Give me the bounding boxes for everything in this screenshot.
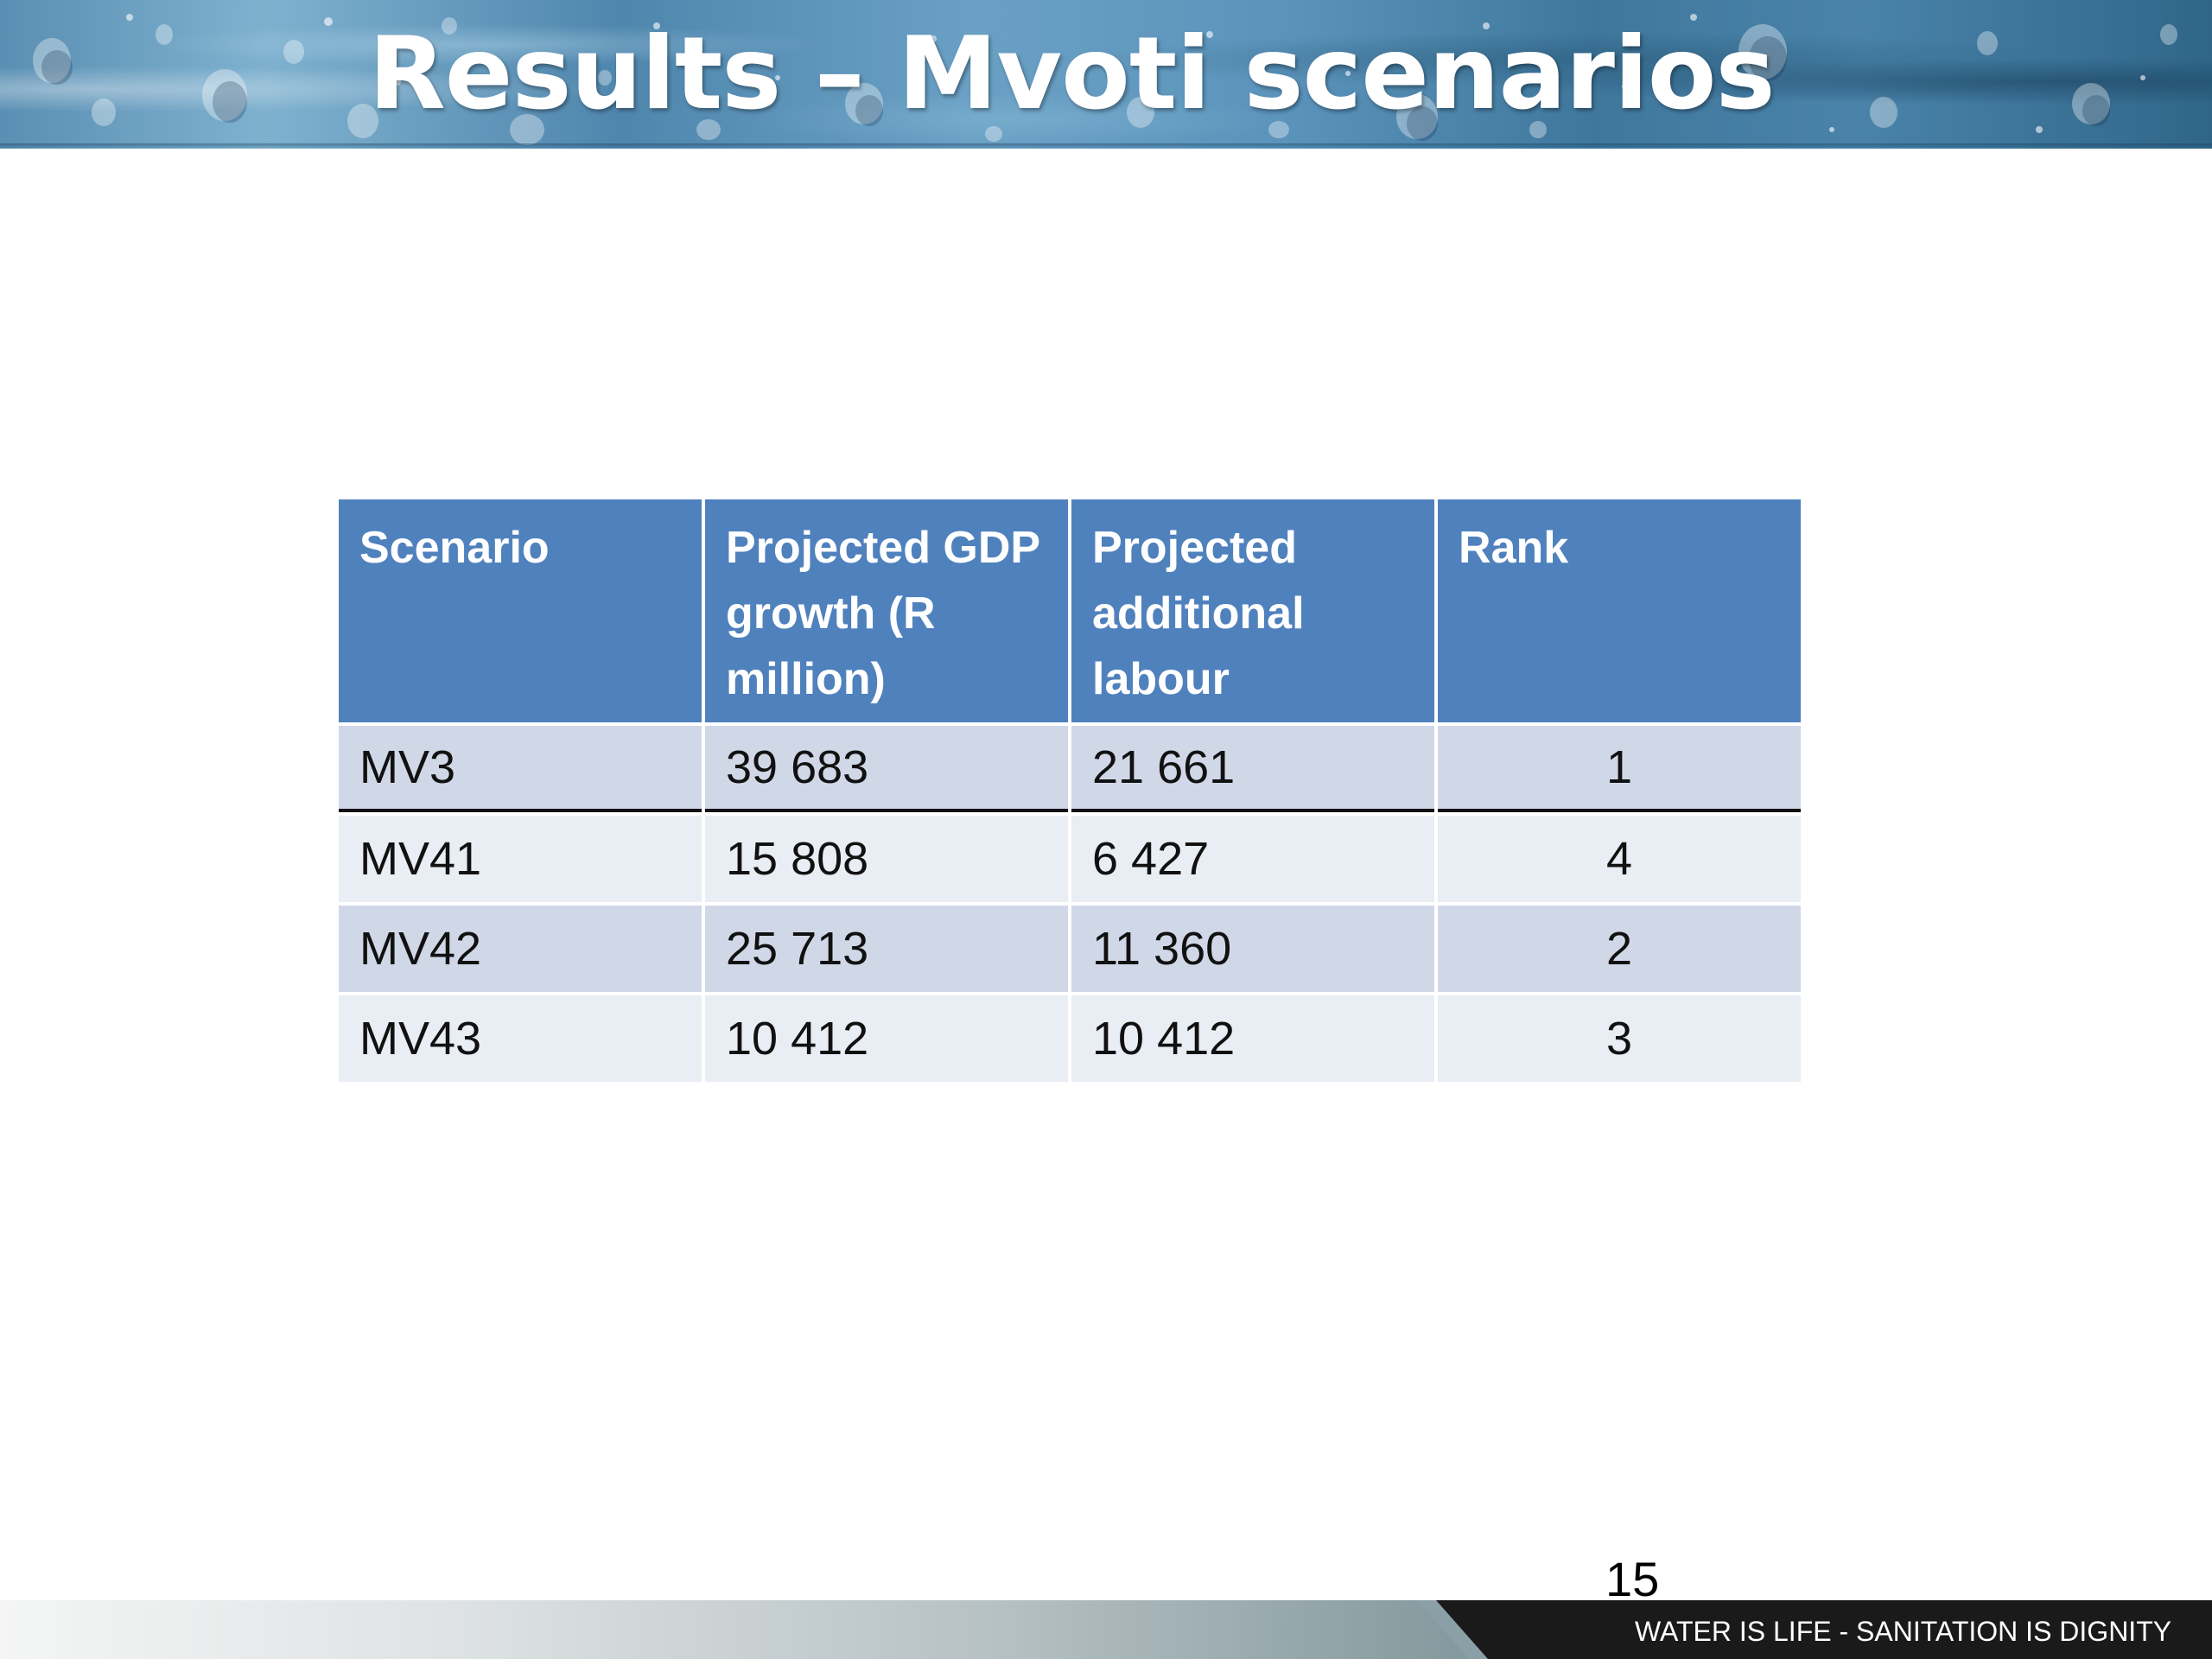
- cell-rank: 3: [1438, 995, 1801, 1082]
- table-row: MV41 15 808 6 427 4: [339, 816, 1801, 902]
- cell-gdp-growth: 10 412: [705, 995, 1068, 1082]
- cell-rank: 1: [1438, 726, 1801, 812]
- header-scenario: Scenario: [339, 499, 702, 722]
- header-shadow: [0, 143, 2212, 149]
- footer-slogan: WATER IS LIFE - SANITATION IS DIGNITY: [1635, 1616, 2172, 1647]
- cell-scenario: MV3: [339, 726, 702, 812]
- water-drops-background: [33, 14, 2177, 145]
- cell-scenario: MV41: [339, 816, 702, 902]
- footer-dark-band: [1436, 1600, 2212, 1659]
- cell-gdp-growth: 15 808: [705, 816, 1068, 902]
- header-additional-labour: Projected additional labour: [1071, 499, 1434, 722]
- cell-additional-labour: 6 427: [1071, 816, 1434, 902]
- cell-scenario: MV43: [339, 995, 702, 1082]
- cell-rank: 4: [1438, 816, 1801, 902]
- header-gdp-growth: Projected GDP growth (R million): [705, 499, 1068, 722]
- table-row: MV43 10 412 10 412 3: [339, 995, 1801, 1082]
- table-row: MV3 39 683 21 661 1: [339, 726, 1801, 812]
- header-banner: Results – Mvoti scenarios: [0, 0, 2212, 149]
- header-rank: Rank: [1438, 499, 1801, 722]
- cell-rank: 2: [1438, 906, 1801, 992]
- cell-gdp-growth: 25 713: [705, 906, 1068, 992]
- cell-additional-labour: 10 412: [1071, 995, 1434, 1082]
- cell-additional-labour: 11 360: [1071, 906, 1434, 992]
- table-header-row: Scenario Projected GDP growth (R million…: [339, 499, 1801, 722]
- cell-additional-labour: 21 661: [1071, 726, 1434, 812]
- table-row: MV42 25 713 11 360 2: [339, 906, 1801, 992]
- cell-gdp-growth: 39 683: [705, 726, 1068, 812]
- cell-scenario: MV42: [339, 906, 702, 992]
- page-number: 15: [1605, 1552, 1660, 1606]
- slide-title: Results – Mvoti scenarios: [368, 16, 1775, 132]
- results-table: Scenario Projected GDP growth (R million…: [335, 496, 1804, 1085]
